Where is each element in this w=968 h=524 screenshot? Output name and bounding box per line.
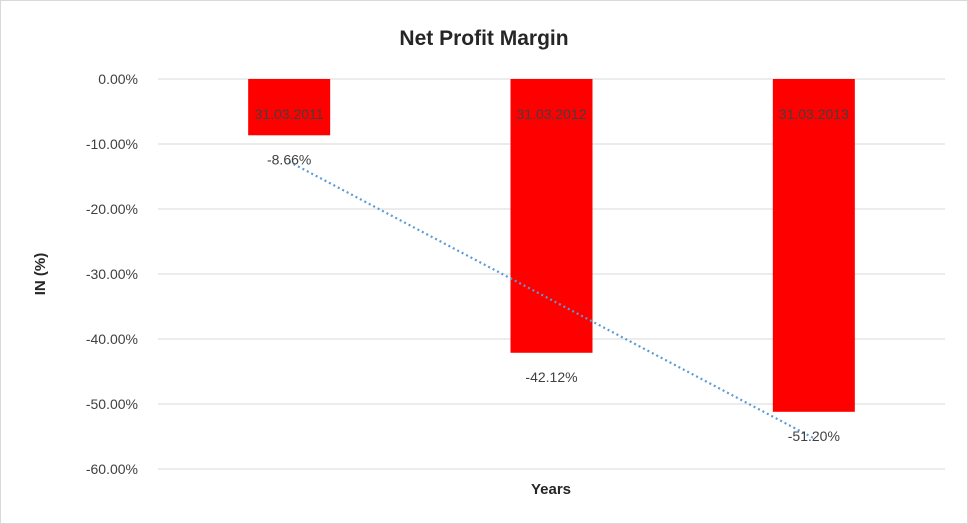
bars [248, 79, 855, 412]
y-tick-label: -60.00% [86, 461, 138, 477]
data-label: -42.12% [525, 369, 577, 385]
x-category-label: 31.03.2012 [516, 106, 586, 122]
x-category-label: 31.03.2013 [779, 106, 849, 122]
y-tick-label: -40.00% [86, 331, 138, 347]
y-axis-tick-labels: 0.00% -10.00% -20.00% -30.00% -40.00% -50.00%… [86, 71, 138, 477]
trendline [288, 160, 815, 440]
y-tick-label: 0.00% [98, 71, 138, 87]
bar [510, 79, 593, 353]
y-tick-label: -50.00% [86, 396, 138, 412]
bar [772, 79, 855, 412]
x-axis-title: Years [531, 481, 571, 498]
data-label: -51.20% [788, 428, 840, 444]
y-tick-label: -20.00% [86, 201, 138, 217]
y-axis-title: IN (%) [32, 253, 49, 296]
data-labels: -8.66% -42.12% -51.20% [267, 151, 840, 444]
bar [248, 79, 331, 136]
y-tick-label: -30.00% [86, 266, 138, 282]
x-category-label: 31.03.2011 [255, 106, 324, 122]
chart-title: Net Profit Margin [399, 27, 568, 50]
data-label: -8.66% [267, 151, 311, 167]
y-tick-label: -10.00% [86, 136, 138, 152]
category-labels: 31.03.2011 31.03.2012 31.03.2013 [255, 106, 849, 122]
trendline-line [288, 160, 815, 440]
